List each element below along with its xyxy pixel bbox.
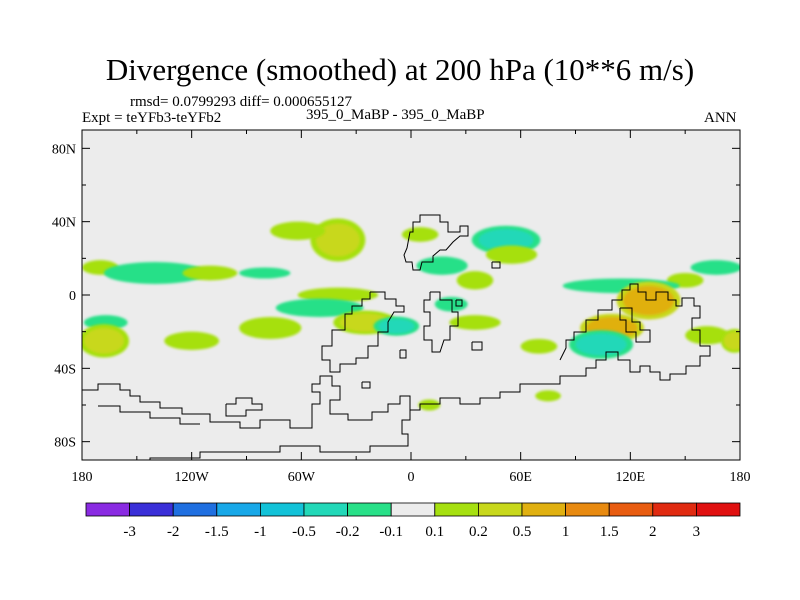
- field-blob: [239, 267, 291, 279]
- colorbar-swatch: [565, 502, 610, 517]
- field-blob: [478, 229, 534, 251]
- x-tick-label: 60E: [509, 470, 532, 485]
- colorbar-label: -3: [123, 524, 136, 540]
- colorbar-swatch: [696, 502, 741, 517]
- colorbar-swatch: [129, 502, 174, 517]
- x-tick-label: 120E: [616, 470, 646, 485]
- field-blob: [297, 287, 379, 303]
- colorbar-swatch: [85, 502, 130, 517]
- y-tick-label: 80S: [54, 436, 76, 451]
- field-blob: [103, 262, 207, 284]
- field-blob: [270, 221, 326, 240]
- coastline-island-3: [399, 349, 407, 359]
- colorbar-label: -1.5: [205, 524, 229, 540]
- colorbar-label: 0.2: [469, 524, 488, 540]
- field-blob: [315, 223, 360, 257]
- field-blob: [239, 317, 302, 339]
- field-blob: [575, 333, 627, 356]
- x-tick-label: 180: [730, 470, 751, 485]
- colorbar-swatch: [172, 502, 218, 517]
- field-blob: [164, 331, 220, 351]
- field-blob: [685, 326, 730, 345]
- colorbar-swatch: [347, 502, 392, 517]
- field-blob: [449, 315, 501, 330]
- colorbar-swatch: [303, 502, 348, 517]
- colorbar-swatch: [434, 502, 479, 517]
- coastline-peninsula: [225, 397, 263, 417]
- coastline-southern-continent: [321, 291, 405, 373]
- field-blob: [520, 339, 558, 354]
- colorbar-label: -0.2: [336, 524, 360, 540]
- divergence-field: [82, 218, 740, 411]
- coastline-island-2: [471, 341, 483, 351]
- coastline-maritime: [619, 307, 651, 343]
- colorbar-swatch: [216, 502, 261, 517]
- x-tick-label: 180: [72, 470, 93, 485]
- season-label: ANN: [704, 110, 737, 126]
- field-blob: [418, 399, 441, 411]
- colorbar-label: -0.5: [292, 524, 316, 540]
- experiment-label: Expt = teYFb3-teYFb2: [82, 110, 222, 126]
- x-tick-label: 0: [408, 470, 415, 485]
- field-blob: [690, 260, 740, 275]
- coastline-island-5: [455, 299, 463, 307]
- colorbar-swatch: [259, 502, 305, 517]
- y-tick-label: 0: [69, 289, 76, 304]
- coastline-east-asia: [410, 283, 711, 411]
- colorbar-label: -0.1: [379, 524, 403, 540]
- y-tick-label: 80N: [52, 142, 76, 157]
- field-blob: [378, 318, 415, 334]
- colorbar-swatch: [608, 502, 654, 517]
- rmsd-diff-label: rmsd= 0.0799293 diff= 0.000655127: [130, 94, 353, 110]
- field-blob: [485, 245, 538, 264]
- colorbar-swatch: [390, 502, 436, 517]
- colorbar: -3 -2 -1.5 -1 -0.5 -0.2 -0.1 0.1 0.2 0.5 1 1.5 2 3: [85, 502, 741, 540]
- chart-title: Divergence (smoothed) at 200 hPa (10**6 …: [105, 52, 695, 87]
- field-blob: [401, 227, 439, 242]
- colorbar-swatch: [521, 502, 566, 517]
- x-tick-label: 120W: [175, 470, 210, 485]
- coastline-west-africa: [423, 291, 459, 353]
- colorbar-label: 0.1: [425, 524, 444, 540]
- coastline-antarctic-inner: [98, 405, 200, 425]
- field-blob: [83, 328, 125, 354]
- colorbar-label: 2: [649, 524, 657, 540]
- coastline-island-4: [491, 261, 501, 269]
- axis-ticks: [81, 130, 741, 460]
- colorbar-label: 1.5: [600, 524, 619, 540]
- y-tick-label: 40S: [54, 362, 76, 377]
- field-blob: [535, 390, 561, 402]
- coastline-island-1: [361, 381, 371, 389]
- colorbar-swatch: [477, 502, 523, 517]
- field-blob: [456, 271, 494, 290]
- axis-tick-labels: 180 120W 60W 0 60E 120E 180 80N 40N 0 40S 80S: [52, 142, 751, 485]
- colorbar-label: -2: [167, 524, 180, 540]
- colorbar-label: 0.5: [513, 524, 532, 540]
- x-tick-label: 60W: [288, 470, 316, 485]
- colorbar-swatch: [652, 502, 697, 517]
- y-tick-label: 40N: [52, 216, 76, 231]
- field-blob: [723, 331, 740, 350]
- field-blob: [182, 265, 238, 281]
- coastline-eurasia: [403, 214, 469, 271]
- continent-outlines: [82, 214, 711, 460]
- colorbar-label: 3: [693, 524, 701, 540]
- coastline-antarctica: [82, 375, 411, 460]
- colorbar-label: -1: [254, 524, 267, 540]
- subtitle-center: 395_0_MaBP - 395_0_MaBP: [306, 107, 485, 123]
- field-blob: [416, 256, 468, 275]
- field-blob: [275, 298, 364, 318]
- colorbar-label: 1: [562, 524, 570, 540]
